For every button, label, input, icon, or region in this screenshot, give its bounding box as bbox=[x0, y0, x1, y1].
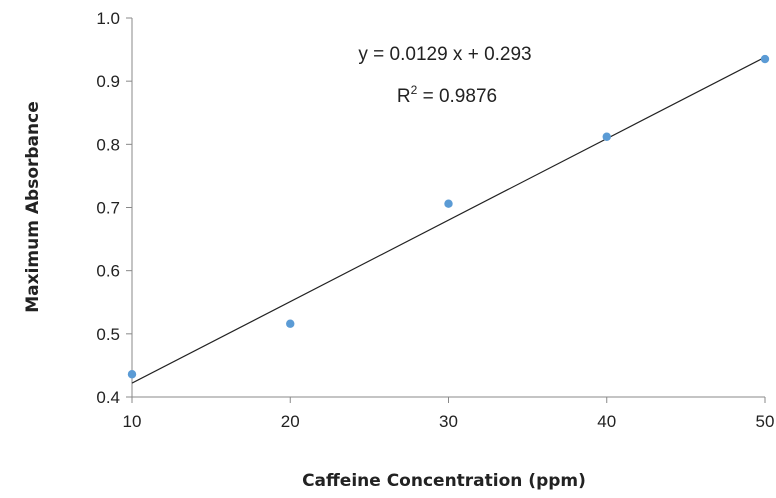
data-point bbox=[444, 199, 453, 208]
y-axis-title: Maximum Absorbance bbox=[23, 101, 43, 313]
x-tick-label: 20 bbox=[281, 412, 300, 431]
x-tick-label: 30 bbox=[439, 412, 458, 431]
y-tick-label: 0.7 bbox=[96, 199, 120, 218]
y-tick-label: 0.5 bbox=[96, 325, 120, 344]
data-point bbox=[760, 54, 770, 64]
r-squared-label: R2 = 0.9876 bbox=[397, 83, 497, 107]
trendline bbox=[131, 56, 766, 384]
y-tick-label: 1.0 bbox=[96, 9, 120, 28]
trendline-group bbox=[131, 56, 766, 384]
x-axis-title: Caffeine Concentration (ppm) bbox=[302, 471, 586, 491]
x-tick-label: 40 bbox=[597, 412, 616, 431]
data-point bbox=[602, 132, 611, 141]
x-tick-label: 10 bbox=[123, 412, 142, 431]
r-squared-superscript: 2 bbox=[411, 83, 418, 97]
data-point bbox=[127, 370, 137, 379]
axes bbox=[126, 17, 766, 403]
y-tick-label: 0.8 bbox=[96, 135, 120, 154]
trendline-equation: y = 0.0129 x + 0.293 bbox=[358, 44, 531, 65]
r-squared-letter: R bbox=[397, 86, 411, 107]
r-squared-value: = 0.9876 bbox=[417, 86, 497, 107]
y-tick-label: 0.4 bbox=[96, 388, 120, 407]
data-point bbox=[286, 319, 295, 328]
tick-labels: 0.4 0.5 0.6 0.7 0.8 0.9 1.0 10 20 30 40 50 bbox=[96, 9, 774, 431]
x-tick-label: 50 bbox=[756, 412, 775, 431]
data-points bbox=[127, 54, 770, 379]
y-tick-label: 0.9 bbox=[96, 72, 120, 91]
y-tick-label: 0.6 bbox=[96, 262, 120, 281]
